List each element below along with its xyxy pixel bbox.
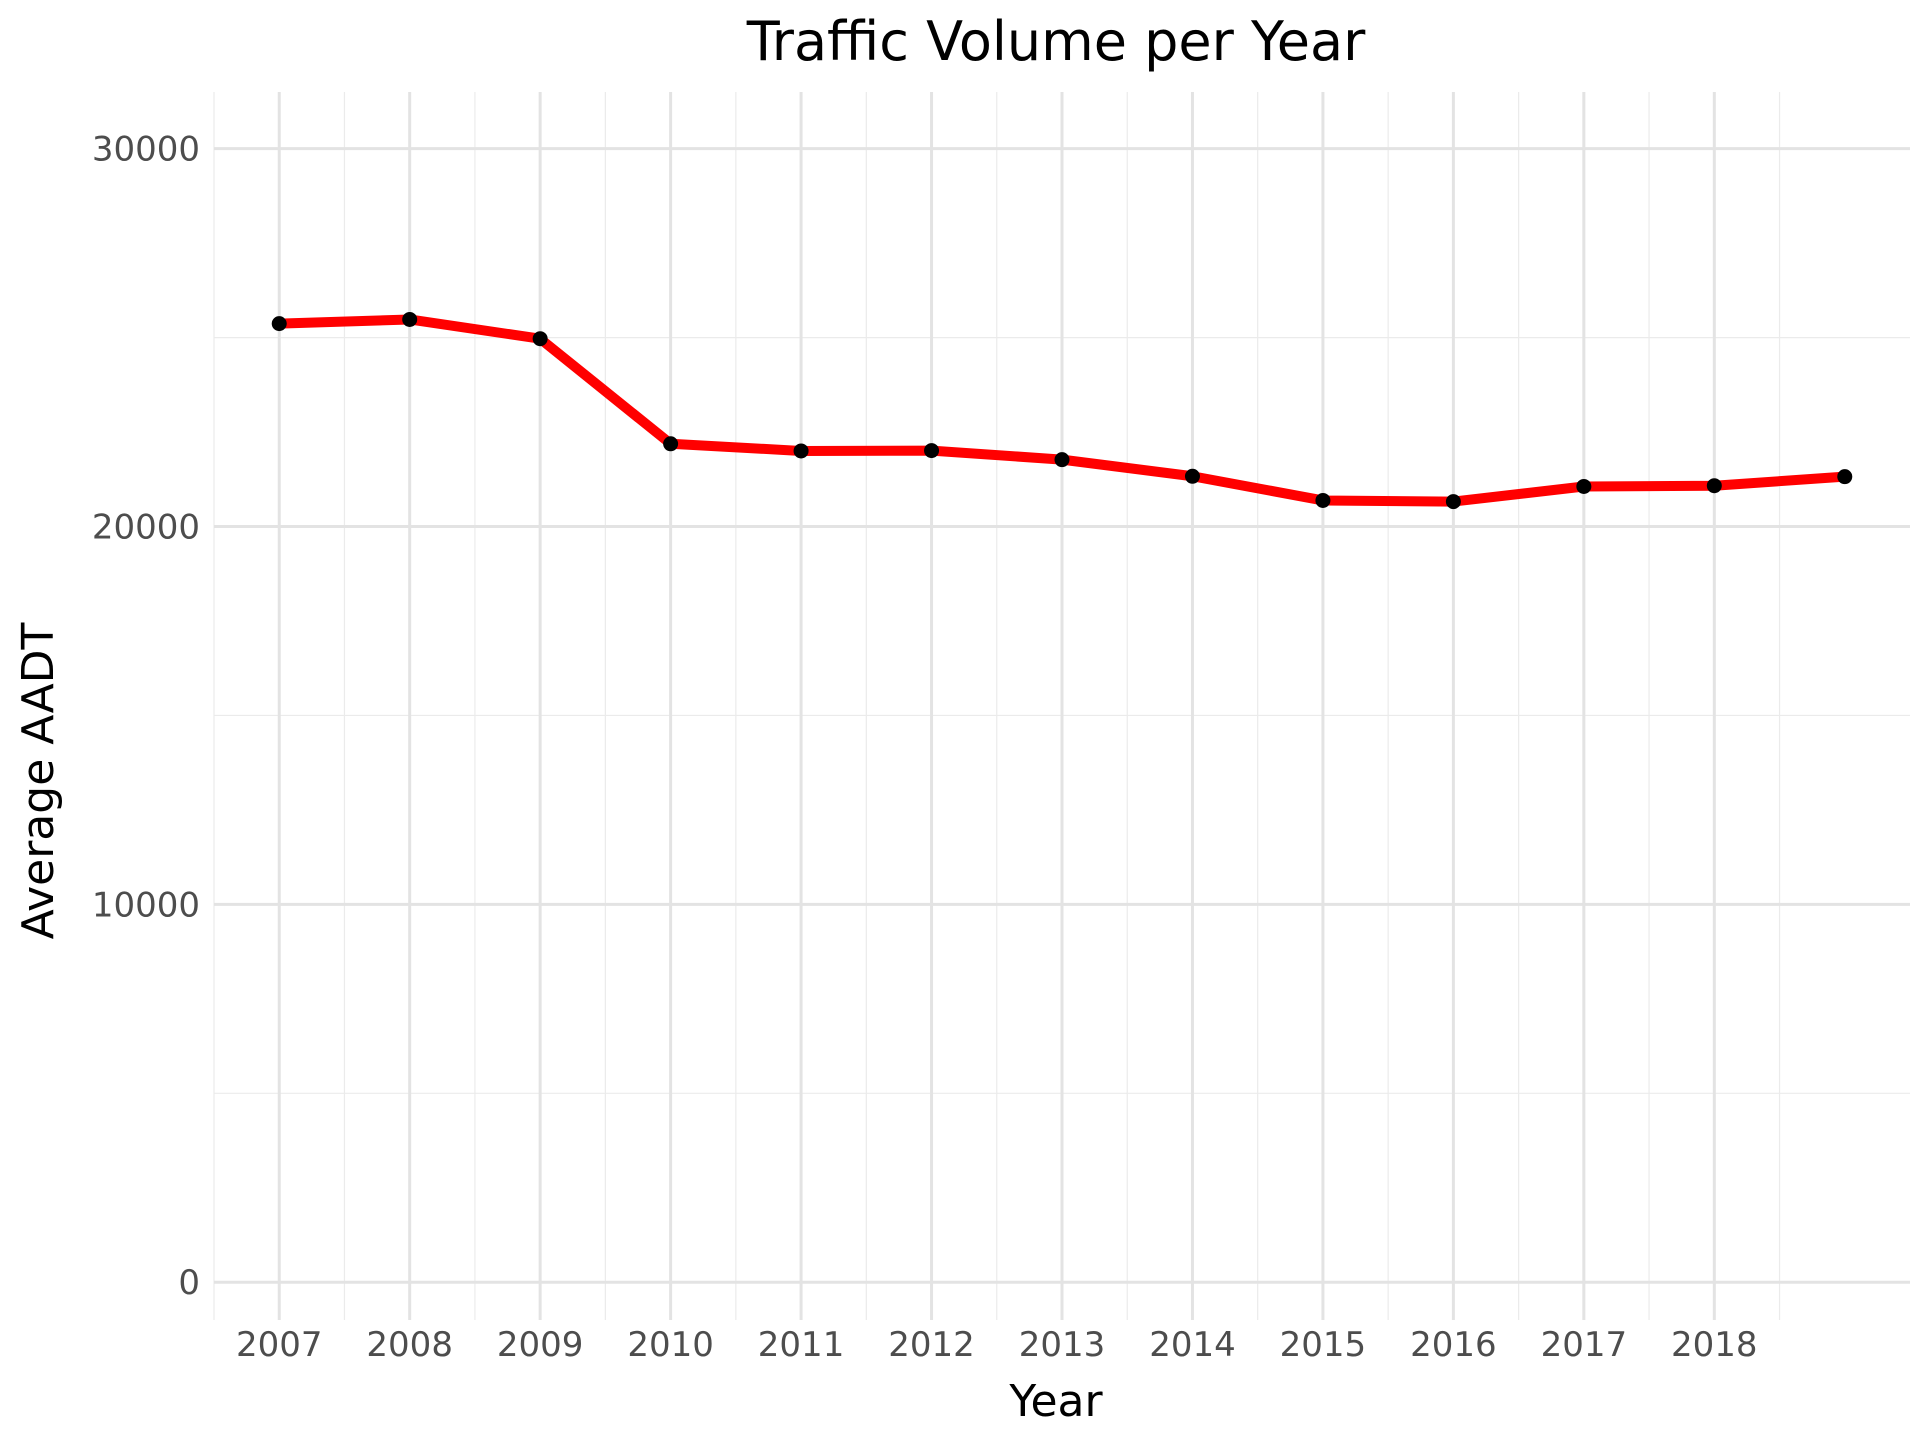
x-axis-title: Year [1008,1376,1103,1427]
data-point [663,436,679,452]
x-tick-label: 2009 [497,1325,584,1365]
data-point [1837,469,1853,485]
chart-title: Traffic Volume per Year [746,10,1366,73]
data-point [1184,468,1200,484]
x-tick-label: 2008 [366,1325,453,1365]
y-tick-label: 0 [178,1263,200,1303]
y-tick-label: 30000 [92,130,200,170]
data-point [924,443,940,459]
data-point [1706,478,1722,494]
data-point [1445,494,1461,510]
data-point [1054,452,1070,468]
data-point [1576,478,1592,494]
y-tick-label: 10000 [92,885,200,925]
x-tick-label: 2017 [1541,1325,1628,1365]
x-axis-tick-labels: 2007 2008 2009 2010 2011 2012 2013 2014 2015 2016… [236,1325,1758,1365]
data-point [793,443,809,459]
data-point [532,331,548,347]
x-tick-label: 2007 [236,1325,323,1365]
x-tick-label: 2012 [888,1325,975,1365]
x-tick-label: 2016 [1410,1325,1497,1365]
y-axis-title: Average AADT [13,622,64,939]
data-point [271,316,287,332]
x-tick-label: 2010 [627,1325,714,1365]
x-tick-label: 2018 [1671,1325,1758,1365]
x-tick-label: 2013 [1019,1325,1106,1365]
y-tick-label: 20000 [92,508,200,548]
x-tick-label: 2015 [1280,1325,1367,1365]
x-tick-label: 2011 [758,1325,845,1365]
major-gridlines [214,92,1910,1320]
x-tick-label: 2014 [1149,1325,1236,1365]
data-point [402,311,418,327]
data-point [1315,492,1331,508]
y-axis-tick-labels: 0 10000 20000 30000 [92,130,200,1304]
series-layer [271,311,1853,510]
